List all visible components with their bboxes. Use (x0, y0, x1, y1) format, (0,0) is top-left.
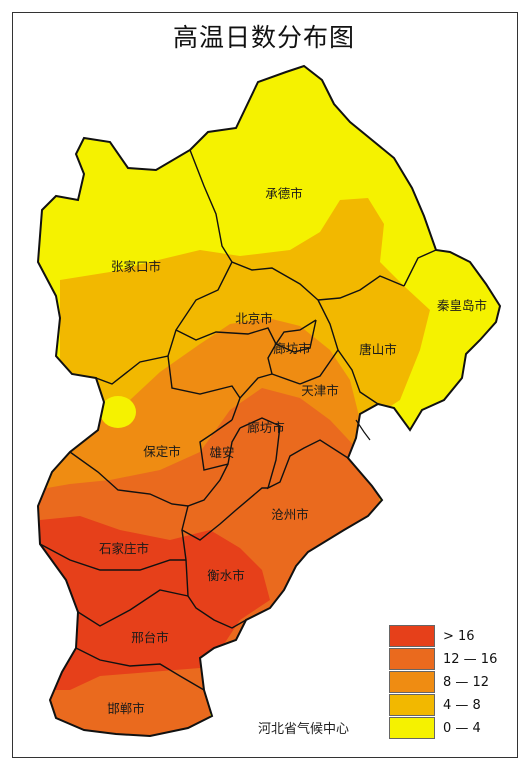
legend-label: > 16 (443, 628, 475, 644)
band-gt16 (40, 516, 270, 690)
city-label-cangzhou: 沧州市 (271, 507, 309, 522)
city-label-langfang-north: 廊坊市 (273, 341, 311, 356)
city-label-tangshan: 唐山市 (359, 342, 397, 357)
city-label-chengde: 承德市 (265, 186, 303, 201)
legend-swatch (389, 625, 435, 647)
legend-swatch (389, 694, 435, 716)
city-label-xiongan: 雄安 (209, 445, 234, 460)
city-labels: 承德市 张家口市 秦皇岛市 北京市 廊坊市 唐山市 天津市 廊坊市 保定市 雄安… (99, 186, 487, 716)
city-label-zhangjiakou: 张家口市 (111, 259, 161, 274)
legend-row: 12 — 16 (389, 648, 509, 670)
prefecture-borders (39, 149, 437, 691)
credit-text: 河北省气候中心 (258, 722, 350, 737)
legend: > 16 12 — 16 8 — 12 4 — 8 0 — 4 (389, 625, 509, 740)
coastline (355, 419, 371, 441)
city-label-tianjin: 天津市 (301, 383, 339, 398)
city-label-shijiazhuang: 石家庄市 (99, 541, 149, 556)
city-label-xingtai: 邢台市 (131, 630, 169, 645)
legend-label: 0 — 4 (443, 720, 481, 736)
city-label-langfang: 廊坊市 (247, 420, 285, 435)
map-title: 高温日数分布图 (172, 23, 355, 52)
heat-bands (38, 198, 430, 736)
city-label-handan: 邯郸市 (107, 701, 145, 716)
legend-row: > 16 (389, 625, 509, 647)
legend-row: 4 — 8 (389, 694, 509, 716)
legend-row: 0 — 4 (389, 717, 509, 739)
legend-swatch (389, 717, 435, 739)
legend-label: 8 — 12 (443, 674, 490, 690)
band-pocket-zhangjiakou (100, 396, 136, 428)
band-pocket-handan (142, 692, 202, 732)
legend-label: 4 — 8 (443, 697, 481, 713)
city-label-qinhuangdao: 秦皇岛市 (437, 298, 487, 313)
legend-swatch (389, 671, 435, 693)
legend-label: 12 — 16 (443, 651, 498, 667)
city-label-hengshui: 衡水市 (207, 568, 245, 583)
city-label-beijing: 北京市 (235, 311, 273, 326)
legend-row: 8 — 12 (389, 671, 509, 693)
city-label-baoding: 保定市 (143, 444, 181, 459)
legend-swatch (389, 648, 435, 670)
